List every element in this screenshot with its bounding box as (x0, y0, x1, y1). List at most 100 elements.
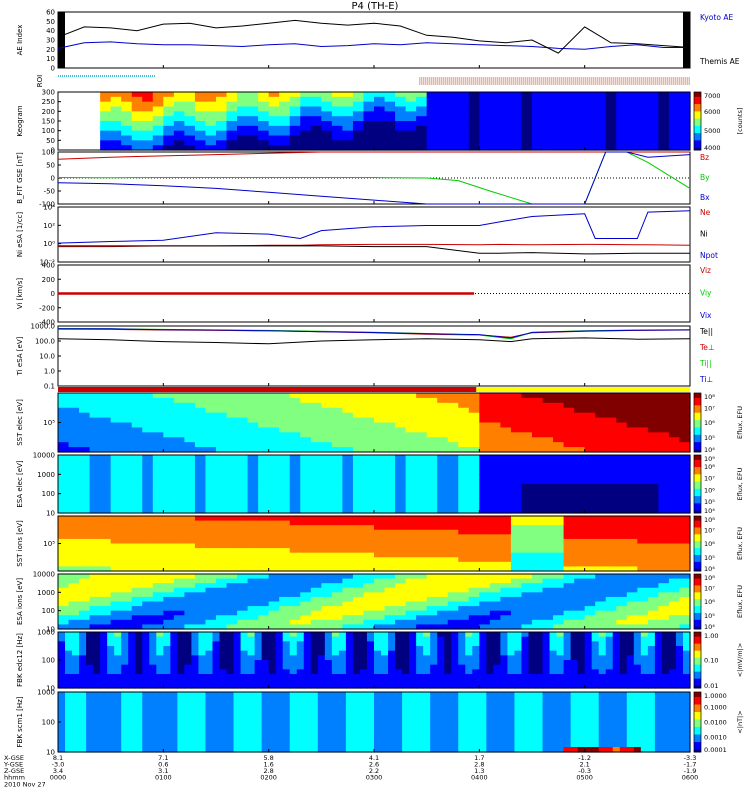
esa_i-cell (247, 624, 259, 630)
fbk_e-cell (577, 650, 586, 656)
keogram-cell (395, 111, 407, 117)
sst_e-cell (163, 402, 175, 409)
esa_e-cell (468, 488, 480, 495)
keogram-cell (647, 130, 659, 137)
sst_i-cell (268, 525, 280, 531)
sst_i-cell (68, 552, 80, 558)
fbk_e-cell (430, 655, 438, 661)
sst_e-cell (553, 397, 565, 404)
keogram-cell (479, 116, 491, 122)
fbk_e-cell (465, 669, 473, 675)
esa_e-cell (58, 493, 70, 500)
sst_i-colorbar-cell (694, 564, 701, 567)
fbk_e-cell (268, 674, 277, 680)
esa_e-colorbar-cell (694, 481, 701, 485)
esa_i-cell (300, 574, 312, 580)
esa_e-cell (89, 488, 101, 495)
esa_e-cell (532, 488, 544, 495)
esa_i-cell (352, 619, 365, 626)
fbk_e-cell (668, 641, 677, 647)
keogram-cell (658, 145, 670, 151)
keogram-cell (447, 140, 459, 146)
sst_e-cell (331, 422, 343, 429)
fbk_e-cell (121, 655, 129, 661)
fbk_e-cell (142, 636, 150, 642)
fbk_e-cell (402, 636, 410, 642)
fbk_e-cell (142, 641, 150, 647)
sst_i-cell (152, 548, 164, 554)
sst_e-cell (479, 427, 491, 433)
fbk_e-cell (479, 678, 487, 684)
keogram-cell (258, 116, 270, 122)
fbk_e-cell (402, 641, 410, 647)
keogram-cell (595, 92, 607, 98)
fbk_e-cell (359, 660, 368, 666)
keogram-cell (300, 101, 312, 108)
sst_e-cell (416, 432, 428, 438)
keogram-cell (216, 92, 228, 98)
fbk_e-cell (268, 683, 277, 689)
sst_i-cell (79, 538, 91, 545)
sst_e-cell (142, 402, 154, 409)
fbk_e-cell (549, 683, 558, 689)
esa_e-cell (437, 474, 449, 480)
fbk_e-cell (570, 655, 579, 661)
sst_i-cell (163, 561, 175, 568)
esa_i-cell (426, 615, 438, 621)
fbk_e-cell (416, 669, 424, 675)
sst_i-cell (216, 561, 228, 568)
keogram-colorbar-cell (694, 116, 701, 120)
keogram-cell (437, 116, 449, 122)
sst_e-cell (152, 412, 164, 419)
sst_e-cell (374, 432, 386, 438)
keogram-cell (331, 121, 343, 127)
fbk_e-cell (191, 674, 200, 680)
esa_e-cell (447, 498, 459, 504)
sst_e-cell (121, 417, 133, 424)
fbk_e-cell (114, 678, 122, 684)
fbk_e-cell (409, 646, 417, 652)
sst_e-cell (616, 422, 628, 429)
esa_i-cell (468, 601, 480, 607)
esa_e-cell (237, 498, 249, 504)
fbk_e-cell (514, 660, 523, 666)
keogram-cell (542, 130, 554, 137)
esa_e-cell (500, 498, 512, 504)
sst_i-cell (237, 548, 249, 554)
esa_i-cell (131, 606, 143, 612)
esa_i-cell (310, 587, 322, 593)
esa_i-cell (79, 574, 91, 580)
keogram-cell (100, 135, 112, 141)
esa_e-colorbar-tick: 10⁷ (704, 475, 715, 483)
esa_i-cell (289, 592, 301, 598)
keogram-cell (468, 125, 480, 132)
esa_e-cell (616, 469, 628, 475)
fbk_e-cell (675, 632, 684, 638)
sst_e-cell (500, 437, 512, 443)
keogram-cell (310, 111, 322, 117)
fbk_e-cell (282, 664, 291, 670)
esa_i-cell (268, 615, 280, 621)
esa_i-cell (384, 592, 396, 598)
sst_i-cell (79, 561, 91, 568)
sst_e-cell (279, 427, 291, 433)
sst_e-cell (679, 412, 691, 419)
keogram-cell (216, 111, 228, 117)
sst_i-cell (173, 561, 185, 568)
sst_i-cell (626, 534, 638, 540)
esa_e-cell (205, 459, 217, 466)
fbk_e-cell (451, 669, 459, 675)
esa_e-tick-label: 10000 (33, 452, 55, 460)
fbk_e-cell (556, 669, 565, 675)
fbk_e-cell (444, 646, 452, 652)
esa_i-cell (384, 601, 396, 607)
fbk_e-cell (331, 655, 340, 661)
esa_i-cell (479, 610, 491, 616)
esa_e-cell (395, 493, 407, 500)
sst_i-cell (679, 552, 691, 558)
sst_i-cell (226, 548, 238, 554)
keogram-cell (279, 106, 291, 112)
mode-bar-fast (58, 387, 477, 392)
sst_e-cell (89, 442, 101, 448)
sst_i-cell (447, 534, 459, 540)
